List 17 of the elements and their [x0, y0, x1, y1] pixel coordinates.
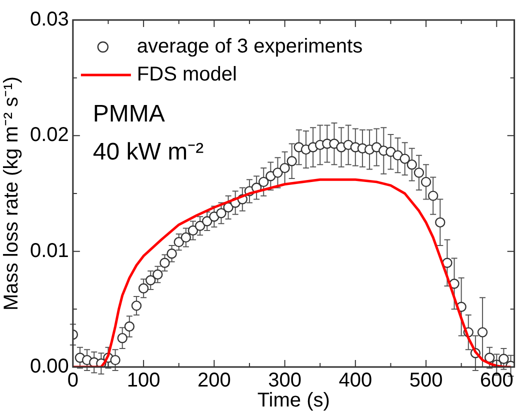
annotation: PMMA — [92, 100, 165, 128]
legend-label: average of 3 experiments — [136, 36, 363, 58]
annotation: 40 kW m⁻² — [92, 138, 204, 166]
x-tick-label: 600 — [480, 370, 514, 392]
x-axis-title: Time (s) — [257, 390, 330, 412]
y-tick-label: 0.01 — [30, 240, 69, 262]
x-tick-label: 100 — [126, 370, 160, 392]
x-tick-label: 400 — [338, 370, 372, 392]
y-axis-title: Mass loss rate (kg m⁻² s⁻¹) — [0, 76, 23, 311]
legend-label: FDS model — [136, 64, 237, 86]
x-tick-label: 200 — [197, 370, 231, 392]
x-tick-label: 300 — [268, 370, 302, 392]
x-tick-label: 500 — [409, 370, 443, 392]
y-tick-label: 0.02 — [30, 124, 69, 146]
x-tick-label: 0 — [67, 370, 78, 392]
y-tick-label: 0.03 — [30, 8, 69, 31]
y-tick-label: 0.00 — [30, 356, 69, 378]
